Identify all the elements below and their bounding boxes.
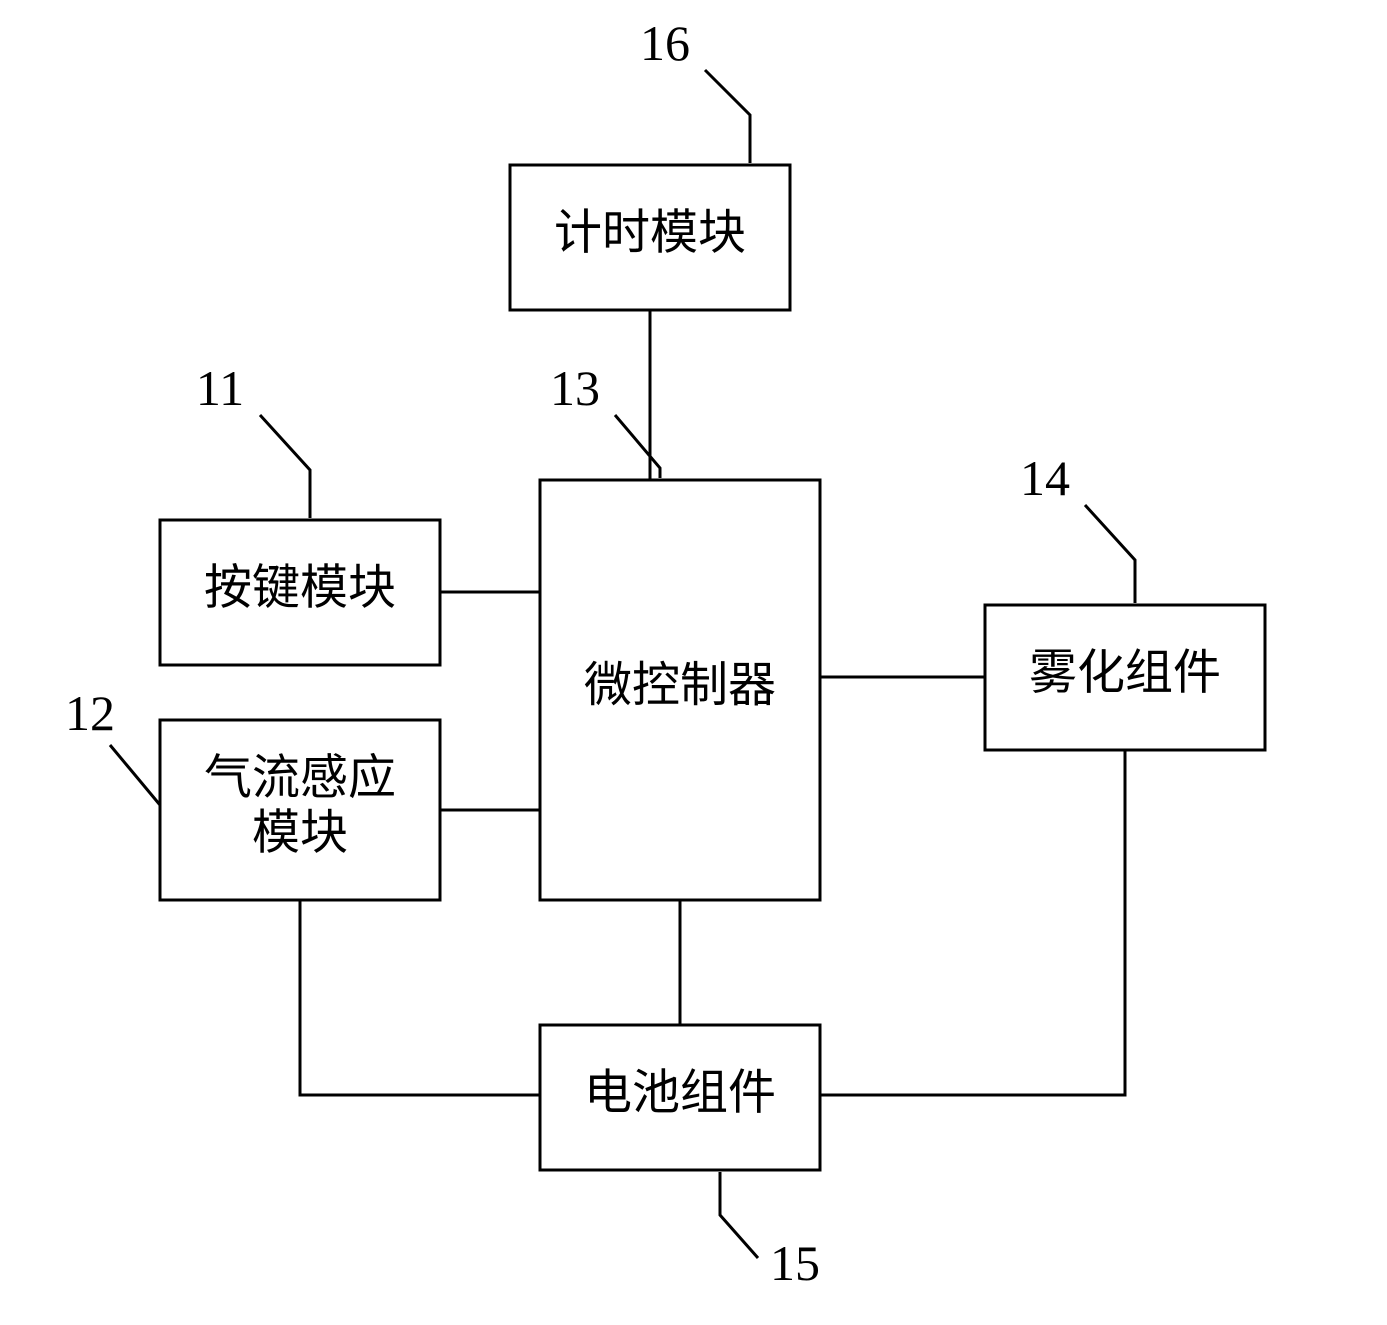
callout-battery-number: 15: [770, 1235, 820, 1291]
node-battery-label: 电池组件: [584, 1067, 776, 1120]
callout-airflow-number: 12: [65, 685, 115, 741]
callout-button-leader: [260, 415, 310, 518]
callout-timing-number: 16: [640, 15, 690, 71]
callout-button-number: 11: [196, 360, 244, 416]
callout-atomizer-leader: [1085, 505, 1135, 603]
callout-timing-leader: [705, 70, 750, 163]
node-airflow-label: 模块: [252, 807, 348, 860]
callout-battery-leader: [720, 1172, 758, 1258]
callout-mcu-leader: [615, 415, 660, 478]
node-button: 按键模块: [160, 520, 440, 665]
callout-airflow-leader: [110, 745, 160, 805]
edge-airflow-battery: [300, 900, 540, 1095]
callout-atomizer-number: 14: [1020, 450, 1070, 506]
node-timing-label: 计时模块: [554, 207, 746, 260]
node-airflow: 气流感应模块: [160, 720, 440, 900]
node-atomizer-label: 雾化组件: [1029, 647, 1221, 700]
node-battery: 电池组件: [540, 1025, 820, 1170]
callout-mcu-number: 13: [550, 360, 600, 416]
node-button-label: 按键模块: [204, 562, 396, 615]
block-diagram: 计时模块按键模块气流感应模块 微控制器 雾化组件电池组件 16 11 12 13 14 15: [0, 0, 1387, 1325]
node-atomizer: 雾化组件: [985, 605, 1265, 750]
node-mcu-label: 微控制器: [584, 659, 776, 712]
node-mcu: 微控制器: [540, 480, 820, 900]
node-timing: 计时模块: [510, 165, 790, 310]
node-airflow-label: 气流感应: [204, 751, 396, 804]
edge-atomizer-battery: [820, 750, 1125, 1095]
